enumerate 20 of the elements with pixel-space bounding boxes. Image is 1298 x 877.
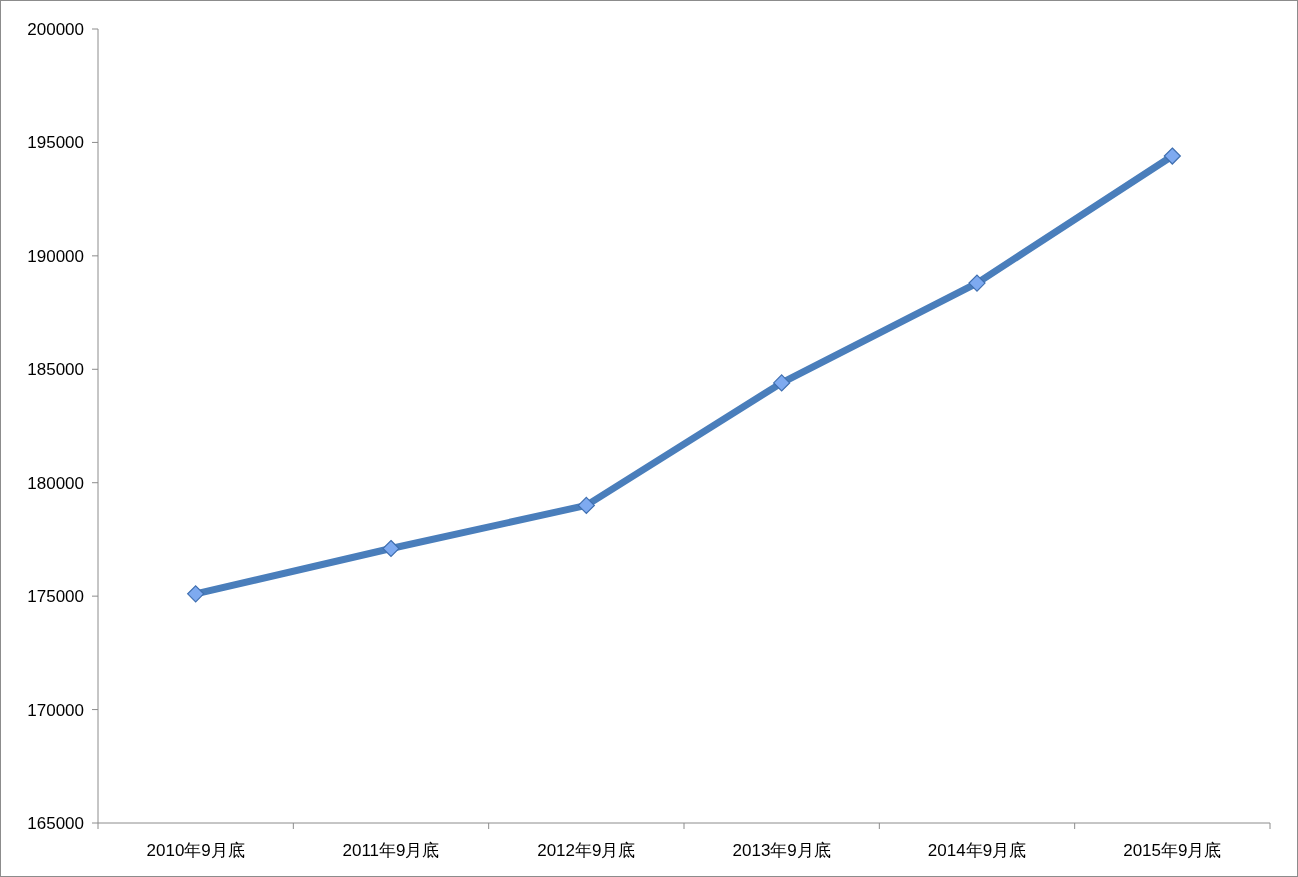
point (773, 374, 791, 392)
x-tick-label: 2014年9月底 (927, 841, 1027, 860)
point (187, 585, 205, 603)
point (968, 274, 986, 292)
y-tick-label: 185000 (27, 360, 84, 380)
y-tick-label: 180000 (27, 473, 84, 493)
point (382, 539, 400, 558)
x-tick-label: 2013年9月底 (732, 841, 831, 860)
x-tick-label: 2011年9月底 (342, 841, 440, 860)
y-tick-label: 195000 (27, 133, 84, 153)
point (1163, 147, 1181, 165)
y-tick-label: 165000 (27, 813, 84, 833)
y-tick-label: 200000 (27, 19, 84, 39)
x-tick-label: 2015年9月底 (1123, 841, 1222, 860)
x-tick-label: 2010年9月底 (146, 841, 245, 860)
y-tick-label: 175000 (27, 587, 84, 607)
y-tick-label: 170000 (27, 700, 84, 720)
point (577, 496, 595, 514)
x-tick-label: 2012年9月底 (537, 841, 636, 860)
y-tick-label: 190000 (27, 246, 84, 266)
